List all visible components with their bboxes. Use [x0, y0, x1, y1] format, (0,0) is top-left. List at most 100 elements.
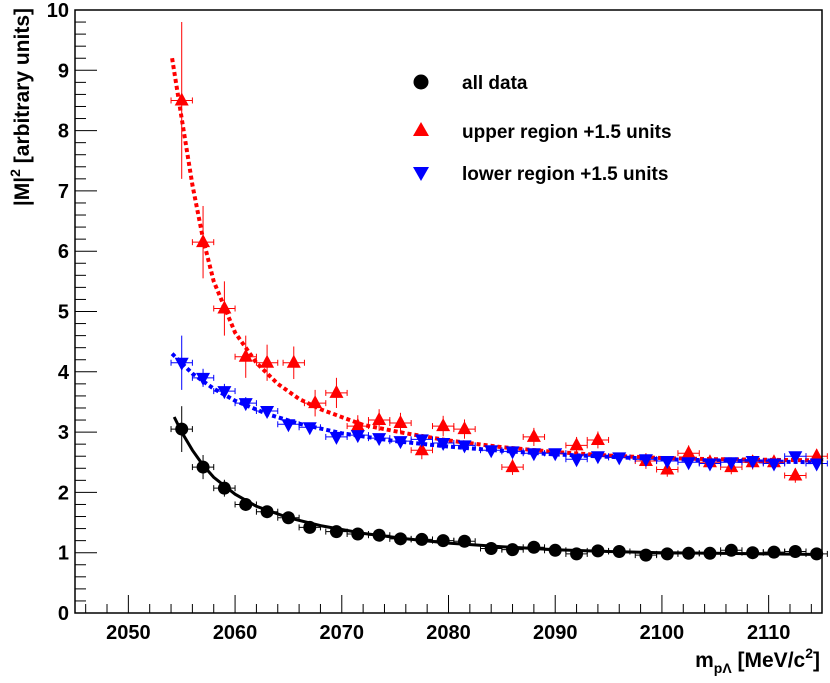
data-point-series-0 [393, 532, 407, 546]
data-point-series-2 [436, 437, 451, 451]
data-point-series-0 [329, 525, 343, 539]
data-point-series-0 [458, 534, 472, 548]
legend-marker-upper-region [413, 122, 429, 136]
y-tick-label: 5 [58, 302, 69, 324]
data-point-series-1 [681, 445, 696, 459]
data-point-series-2 [196, 372, 211, 386]
data-point-series-0 [788, 544, 802, 558]
y-tick-label: 2 [58, 482, 69, 504]
data-point-series-2 [505, 446, 520, 460]
x-tick-label: 2100 [640, 622, 685, 644]
y-tick-label: 10 [47, 0, 69, 22]
data-point-series-2 [526, 448, 541, 462]
data-point-series-2 [174, 357, 189, 371]
data-point-series-2 [350, 430, 365, 444]
y-tick-label: 6 [58, 241, 69, 263]
y-tick-label: 8 [58, 121, 69, 143]
data-markers [174, 92, 824, 562]
data-point-series-1 [526, 428, 541, 442]
data-point-series-2 [788, 451, 803, 465]
data-point-series-0 [527, 540, 541, 554]
data-point-series-0 [810, 547, 824, 561]
data-point-series-2 [590, 451, 605, 465]
data-point-series-1 [809, 448, 824, 462]
data-point-series-0 [570, 547, 584, 561]
x-tick-label: 2050 [106, 622, 151, 644]
data-point-series-2 [329, 431, 344, 445]
data-point-series-1 [393, 415, 408, 429]
data-point-series-1 [505, 459, 520, 473]
data-point-series-0 [746, 546, 760, 560]
data-point-series-1 [196, 234, 211, 248]
data-point-series-2 [809, 458, 824, 472]
data-point-series-2 [457, 440, 472, 454]
data-point-series-0 [415, 532, 429, 546]
x-tick-label: 2090 [533, 622, 578, 644]
data-point-series-0 [639, 548, 653, 562]
data-point-series-2 [393, 436, 408, 450]
data-point-series-1 [286, 354, 301, 368]
data-point-series-2 [302, 422, 317, 436]
data-point-series-0 [591, 544, 605, 558]
data-point-series-0 [682, 546, 696, 560]
data-point-series-0 [217, 481, 231, 495]
data-point-series-0 [281, 511, 295, 525]
data-point-series-0 [724, 543, 738, 557]
data-point-series-0 [484, 541, 498, 555]
x-tick-label: 2060 [213, 622, 258, 644]
data-point-series-0 [260, 505, 274, 519]
data-point-series-1 [238, 348, 253, 362]
data-point-series-1 [590, 431, 605, 445]
data-point-series-0 [175, 422, 189, 436]
legend-marker-all-data [413, 74, 429, 90]
x-tick-label: 2110 [747, 622, 790, 644]
x-tick-label: 2080 [426, 622, 471, 644]
data-point-series-2 [702, 458, 717, 472]
data-point-series-2 [238, 398, 253, 412]
legend-marker-lower-region [413, 167, 429, 181]
data-point-series-2 [372, 433, 387, 447]
data-point-series-1 [569, 437, 584, 451]
data-point-series-2 [484, 445, 499, 459]
data-point-series-1 [174, 92, 189, 106]
y-tick-label: 9 [58, 60, 69, 82]
data-point-series-2 [724, 457, 739, 471]
data-point-series-2 [745, 456, 760, 470]
legend-label-all-data: all data [462, 73, 528, 94]
data-point-series-2 [414, 434, 429, 448]
y-tick-label: 7 [58, 181, 69, 203]
x-axis-ticks: 2050 2060 2070 2080 2090 2100 2110 [85, 595, 812, 644]
data-point-series-1 [372, 412, 387, 426]
data-point-series-0 [767, 545, 781, 559]
data-point-series-2 [681, 457, 696, 471]
y-tick-label: 1 [58, 543, 69, 565]
data-point-series-1 [260, 354, 275, 368]
data-point-series-1 [350, 418, 365, 432]
legend-label-upper-region: upper region +1.5 units [462, 122, 672, 143]
y-tick-label: 0 [58, 603, 69, 625]
data-point-series-0 [548, 543, 562, 557]
data-point-series-1 [329, 384, 344, 398]
data-point-series-2 [638, 454, 653, 468]
data-point-series-0 [660, 547, 674, 561]
data-point-series-1 [457, 421, 472, 435]
data-point-series-2 [548, 448, 563, 462]
data-point-series-0 [303, 520, 317, 534]
data-point-series-2 [260, 405, 275, 419]
data-point-series-0 [351, 527, 365, 541]
x-tick-label: 2070 [320, 622, 365, 644]
y-tick-label: 4 [58, 362, 70, 384]
data-point-series-2 [660, 456, 675, 470]
data-point-series-0 [436, 534, 450, 548]
legend-label-lower-region: lower region +1.5 units [462, 164, 668, 185]
data-point-series-1 [217, 300, 232, 314]
data-point-series-0 [506, 543, 520, 557]
y-tick-label: 3 [58, 422, 69, 444]
data-point-series-2 [217, 386, 232, 400]
data-point-series-1 [414, 442, 429, 456]
data-point-series-1 [788, 467, 803, 481]
data-point-series-0 [239, 497, 253, 511]
y-axis-title: |M|2 [arbitrary units] [7, 8, 34, 206]
x-axis-title: mpΛ [MeV/c2] [695, 645, 820, 676]
